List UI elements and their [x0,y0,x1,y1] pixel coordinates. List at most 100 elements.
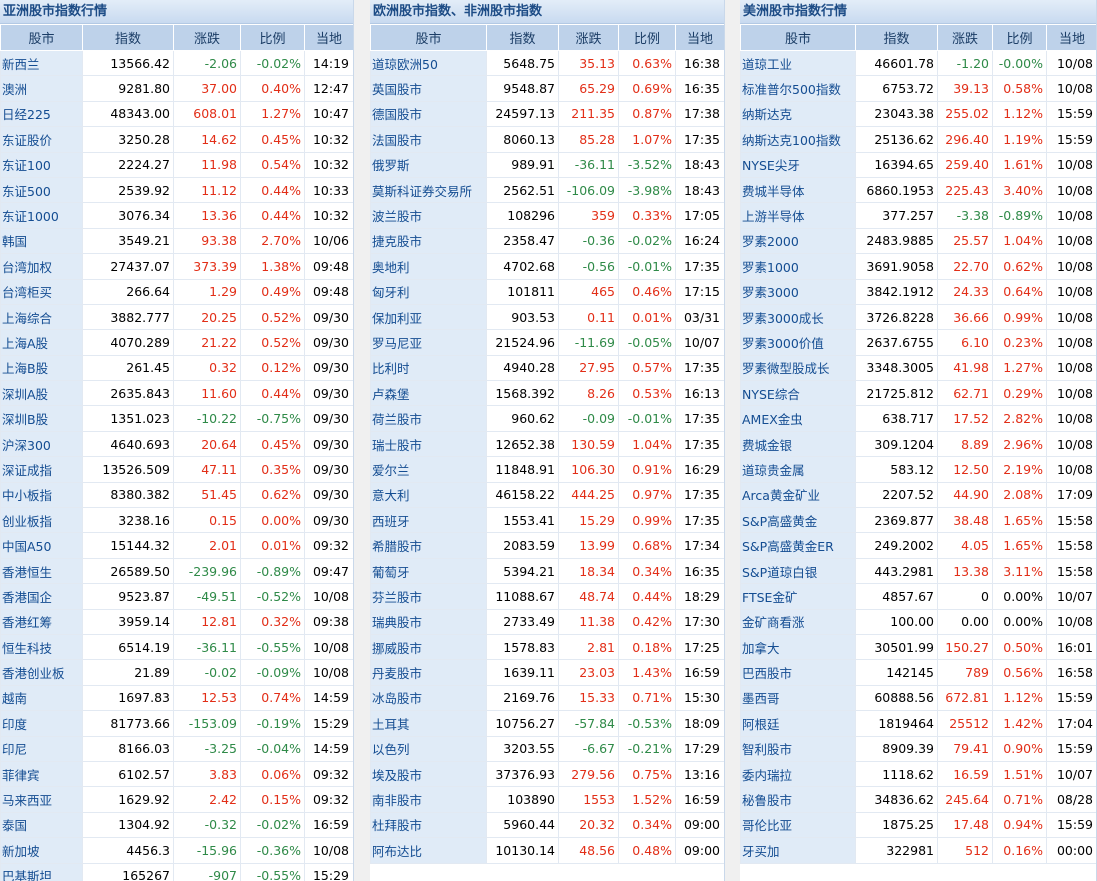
market-name-link[interactable]: 芬兰股市 [370,583,487,610]
market-name-link[interactable]: 罗素微型股成长 [740,354,856,382]
market-name-link[interactable]: 保加利亚 [370,303,487,331]
market-name-link[interactable]: 英国股市 [370,75,487,102]
market-name-link[interactable]: 杜拜股市 [370,811,487,839]
market-name-link[interactable]: S&P高盛黄金 [740,507,856,534]
market-name-link[interactable]: 法国股市 [370,126,487,153]
market-name-link[interactable]: 捷克股市 [370,227,487,255]
market-name-link[interactable]: 澳洲 [0,75,83,102]
market-name-link[interactable]: 深圳B股 [0,405,83,432]
market-name-label: 费城半导体 [742,183,805,199]
market-name-link[interactable]: 以色列 [370,735,487,762]
market-name-link[interactable]: 中国A50 [0,532,83,559]
market-name-link[interactable]: 委内瑞拉 [740,760,856,788]
market-name-link[interactable]: 上海综合 [0,303,83,331]
market-name-link[interactable]: 东证1000 [0,202,83,229]
market-name-link[interactable]: 深圳A股 [0,380,83,407]
market-name-link[interactable]: 奥地利 [370,253,487,280]
market-name-link[interactable]: 东证股价 [0,126,83,153]
market-name-link[interactable]: 冰岛股市 [370,684,487,712]
market-name-link[interactable]: 香港国企 [0,583,83,610]
market-name-link[interactable]: 罗素3000价值 [740,329,856,356]
market-name-link[interactable]: Arca黄金矿业 [740,481,856,509]
market-name-label: 深圳A股 [2,386,49,402]
market-name-link[interactable]: 台湾加权 [0,253,83,280]
market-name-link[interactable]: 纳斯达克100指数 [740,126,856,153]
market-name-link[interactable]: 意大利 [370,481,487,509]
market-name-link[interactable]: 秘鲁股市 [740,786,856,813]
market-name-link[interactable]: NYSE综合 [740,380,856,407]
market-name-link[interactable]: 道琼欧洲50 [370,49,487,77]
market-name-link[interactable]: 费城半导体 [740,176,856,204]
market-name-link[interactable]: 沪深300 [0,430,83,458]
market-name-link[interactable]: 费城金银 [740,430,856,458]
market-name-link[interactable]: 希腊股市 [370,532,487,559]
market-name-link[interactable]: 香港恒生 [0,557,83,585]
market-name-link[interactable]: 智利股市 [740,735,856,762]
market-name-link[interactable]: FTSE金矿 [740,583,856,610]
market-name-link[interactable]: 恒生科技 [0,633,83,661]
market-name-link[interactable]: 马来西亚 [0,786,83,813]
market-name-link[interactable]: 瑞士股市 [370,430,487,458]
market-name-link[interactable]: 道琼工业 [740,49,856,77]
market-name-link[interactable]: 荷兰股市 [370,405,487,432]
market-name-link[interactable]: 莫斯科证券交易所 [370,176,487,204]
market-name-link[interactable]: 罗素1000 [740,253,856,280]
market-name-link[interactable]: 罗素3000 [740,278,856,305]
market-name-link[interactable]: 香港红筹 [0,608,83,635]
market-name-link[interactable]: 卢森堡 [370,380,487,407]
market-name-link[interactable]: 标准普尔500指数 [740,75,856,102]
market-name-link[interactable]: 巴西股市 [740,659,856,686]
market-name-link[interactable]: S&P道琼白银 [740,557,856,585]
index-value: 60888.56 [855,684,938,712]
market-name-link[interactable]: 俄罗斯 [370,151,487,178]
market-name-link[interactable]: 墨西哥 [740,684,856,712]
market-name-link[interactable]: NYSE尖牙 [740,151,856,178]
market-name-link[interactable]: 上游半导体 [740,202,856,229]
market-name-link[interactable]: S&P高盛黄金ER [740,532,856,559]
market-name-link[interactable]: 深证成指 [0,456,83,483]
market-name-link[interactable]: 波兰股市 [370,202,487,229]
market-name-link[interactable]: 中小板指 [0,481,83,509]
market-name-link[interactable]: 纳斯达克 [740,100,856,128]
market-name-link[interactable]: 加拿大 [740,633,856,661]
market-name-link[interactable]: 埃及股市 [370,760,487,788]
market-name-link[interactable]: 德国股市 [370,100,487,128]
market-name-link[interactable]: 印尼 [0,735,83,762]
market-name-link[interactable]: 上海B股 [0,354,83,382]
market-name-link[interactable]: 罗素2000 [740,227,856,255]
market-name-link[interactable]: 爱尔兰 [370,456,487,483]
market-name-link[interactable]: 日经225 [0,100,83,128]
market-name-link[interactable]: 葡萄牙 [370,557,487,585]
market-name-link[interactable]: 创业板指 [0,507,83,534]
market-name-link[interactable]: 西班牙 [370,507,487,534]
market-name-link[interactable]: 巴基斯坦 [0,862,83,881]
market-name-link[interactable]: 阿根廷 [740,710,856,737]
market-name-link[interactable]: 挪威股市 [370,633,487,661]
market-name-link[interactable]: 罗马尼亚 [370,329,487,356]
market-name-link[interactable]: 阿布达比 [370,837,487,864]
market-name-link[interactable]: 丹麦股市 [370,659,487,686]
market-name-link[interactable]: 韩国 [0,227,83,255]
market-name-link[interactable]: 金矿商看涨 [740,608,856,635]
market-name-link[interactable]: 东证500 [0,176,83,204]
market-name-link[interactable]: AMEX金虫 [740,405,856,432]
market-name-link[interactable]: 土耳其 [370,710,487,737]
market-name-link[interactable]: 越南 [0,684,83,712]
market-name-link[interactable]: 匈牙利 [370,278,487,305]
market-name-link[interactable]: 牙买加 [740,837,856,864]
market-name-link[interactable]: 泰国 [0,811,83,839]
market-name-link[interactable]: 台湾柜买 [0,278,83,305]
market-name-link[interactable]: 比利时 [370,354,487,382]
market-name-link[interactable]: 上海A股 [0,329,83,356]
market-name-link[interactable]: 哥伦比亚 [740,811,856,839]
market-name-link[interactable]: 南非股市 [370,786,487,813]
market-name-link[interactable]: 东证100 [0,151,83,178]
market-name-link[interactable]: 菲律宾 [0,760,83,788]
market-name-link[interactable]: 道琼贵金属 [740,456,856,483]
market-name-link[interactable]: 印度 [0,710,83,737]
market-name-link[interactable]: 瑞典股市 [370,608,487,635]
market-name-link[interactable]: 香港创业板 [0,659,83,686]
market-name-link[interactable]: 新西兰 [0,49,83,77]
market-name-link[interactable]: 罗素3000成长 [740,303,856,331]
market-name-link[interactable]: 新加坡 [0,837,83,864]
